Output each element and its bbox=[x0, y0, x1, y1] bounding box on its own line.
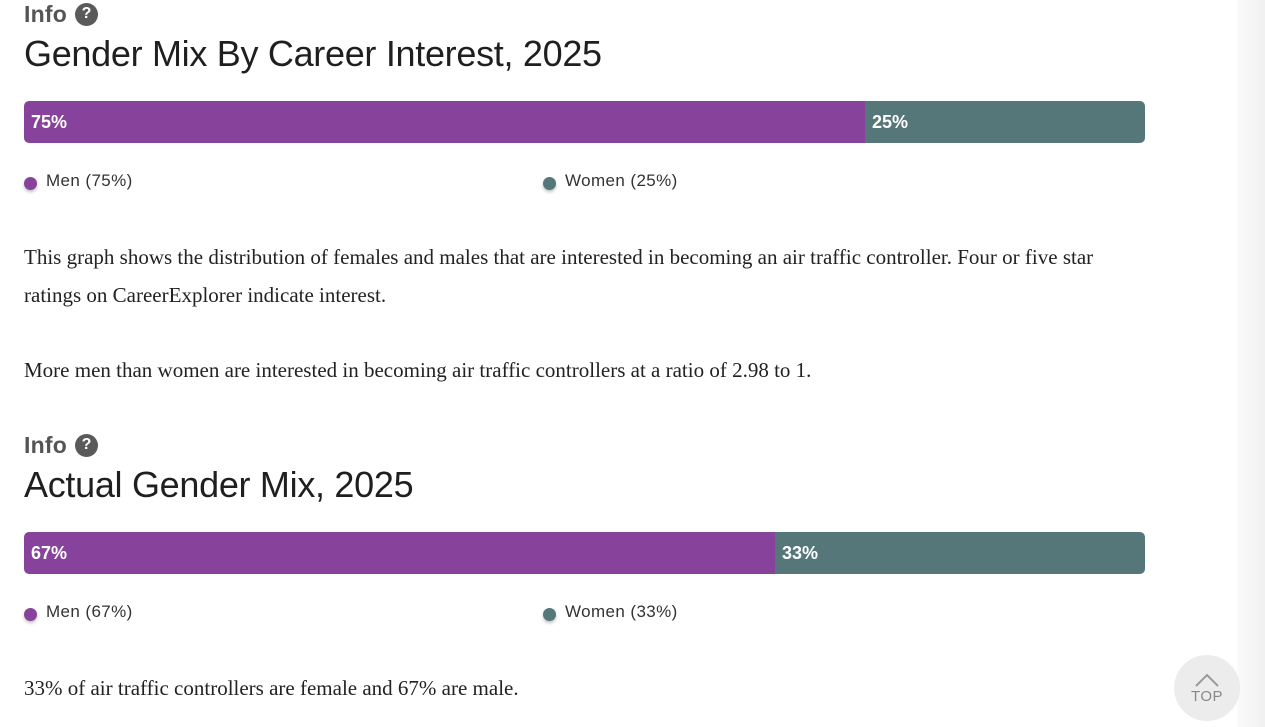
legend-item-men: Men (67%) bbox=[24, 602, 133, 622]
stacked-bar: 67% 33% bbox=[24, 532, 1145, 574]
info-label: Info bbox=[24, 0, 67, 27]
ratio-paragraph: More men than women are interested in be… bbox=[24, 358, 812, 382]
scroll-to-top-button[interactable]: TOP bbox=[1174, 655, 1240, 721]
actual-gender-section: Info ? Actual Gender Mix, 2025 67% 33% M… bbox=[24, 431, 1145, 700]
chart-legend: Men (67%) Women (33%) bbox=[24, 602, 1145, 624]
interest-gender-section: Info ? Gender Mix By Career Interest, 20… bbox=[24, 0, 1145, 382]
legend-label-women: Women (33%) bbox=[565, 602, 678, 621]
page-scrollbar[interactable] bbox=[1237, 0, 1265, 727]
legend-label-women: Women (25%) bbox=[565, 171, 678, 190]
legend-item-men: Men (75%) bbox=[24, 171, 133, 191]
info-row: Info ? bbox=[24, 431, 1145, 459]
legend-dot-women bbox=[543, 608, 556, 621]
legend-item-women: Women (25%) bbox=[543, 171, 678, 191]
legend-dot-women bbox=[543, 177, 556, 190]
bar-segment-men: 67% bbox=[24, 532, 775, 574]
info-row: Info ? bbox=[24, 0, 1145, 28]
legend-label-men: Men (75%) bbox=[46, 171, 133, 190]
data-label-women: 25% bbox=[872, 111, 909, 132]
info-label: Info bbox=[24, 431, 67, 458]
data-label-men: 75% bbox=[31, 111, 68, 132]
legend-item-women: Women (33%) bbox=[543, 602, 678, 622]
bar-segment-men: 75% bbox=[24, 101, 865, 143]
scroll-to-top-label: TOP bbox=[1190, 688, 1224, 705]
data-label-women: 33% bbox=[782, 542, 819, 563]
chart-title: Actual Gender Mix, 2025 bbox=[24, 464, 414, 505]
chart-title: Gender Mix By Career Interest, 2025 bbox=[24, 33, 602, 74]
bar-segment-women: 33% bbox=[775, 532, 1145, 574]
legend-label-men: Men (67%) bbox=[46, 602, 133, 621]
summary-paragraph: 33% of air traffic controllers are femal… bbox=[24, 676, 519, 700]
help-icon[interactable]: ? bbox=[74, 433, 98, 457]
data-label-men: 67% bbox=[31, 542, 68, 563]
bar-segment-women: 25% bbox=[865, 101, 1145, 143]
chart-legend: Men (75%) Women (25%) bbox=[24, 171, 1145, 193]
legend-dot-men bbox=[24, 177, 37, 190]
stacked-bar: 75% 25% bbox=[24, 101, 1145, 143]
help-icon[interactable]: ? bbox=[74, 2, 98, 26]
chevron-up-icon bbox=[1195, 673, 1219, 687]
legend-dot-men bbox=[24, 608, 37, 621]
description-paragraph: This graph shows the distribution of fem… bbox=[24, 245, 1094, 307]
